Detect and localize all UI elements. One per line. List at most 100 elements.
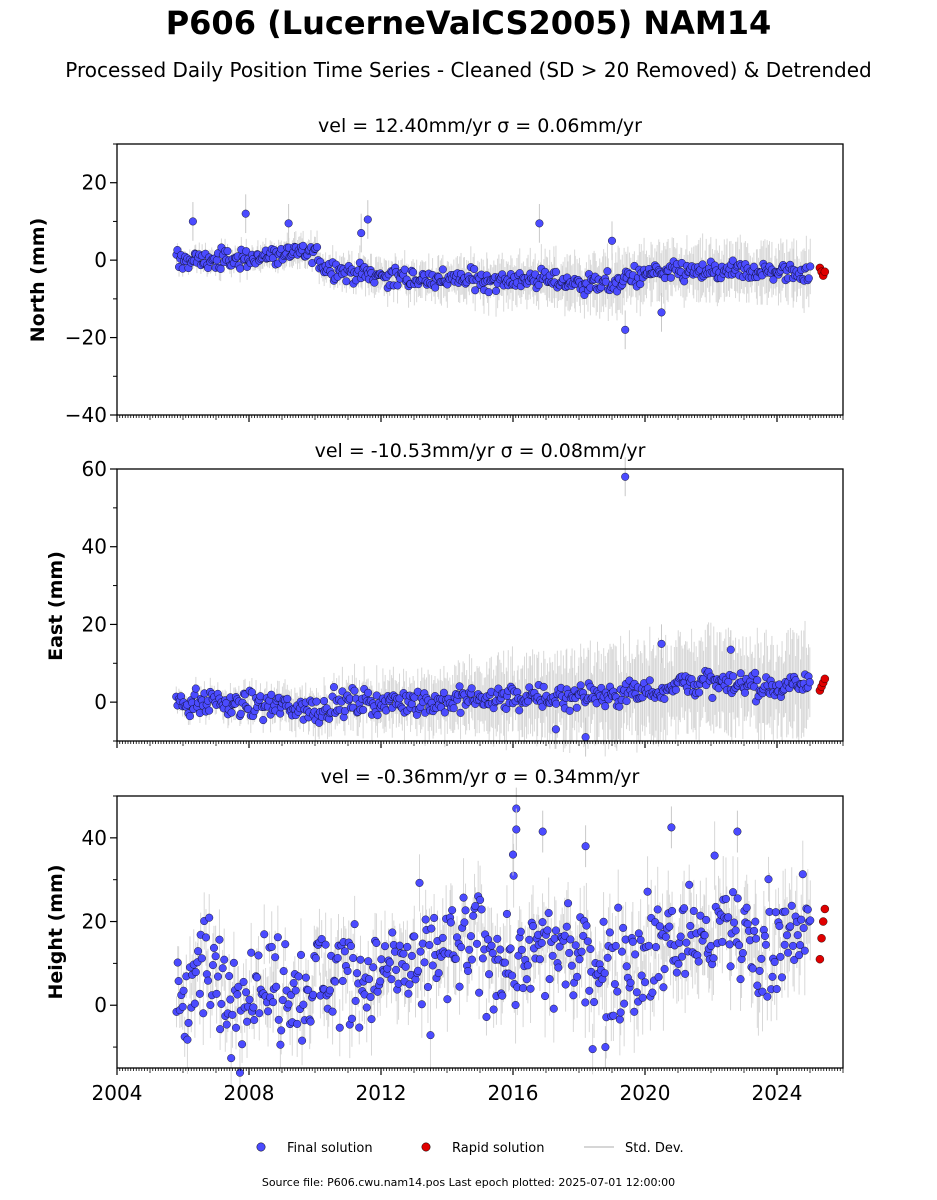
final-point <box>493 934 502 943</box>
final-point <box>753 676 762 685</box>
final-point <box>804 274 813 283</box>
final-point <box>205 706 214 715</box>
final-point <box>769 275 778 284</box>
x-tick-label: 2016 <box>488 1081 539 1105</box>
final-point <box>543 926 552 935</box>
final-point <box>784 948 793 957</box>
final-point <box>423 982 432 991</box>
final-point <box>651 943 660 952</box>
final-point <box>551 267 560 276</box>
final-point <box>512 825 521 834</box>
final-point <box>680 904 689 913</box>
final-point <box>667 823 676 832</box>
final-point <box>312 697 321 706</box>
final-point <box>757 954 766 963</box>
final-point <box>538 918 547 927</box>
final-point <box>178 1002 187 1011</box>
final-point <box>529 922 538 931</box>
final-point <box>223 247 232 256</box>
final-point <box>243 1017 252 1026</box>
final-point <box>517 945 526 954</box>
final-point <box>661 932 670 941</box>
final-point <box>328 1007 337 1016</box>
final-point <box>254 951 263 960</box>
final-point <box>780 940 789 949</box>
final-point <box>643 887 652 896</box>
final-point <box>236 264 245 273</box>
final-point <box>752 934 761 943</box>
final-point <box>407 951 416 960</box>
final-point <box>755 966 764 975</box>
final-point <box>252 973 261 982</box>
final-point <box>549 1004 558 1013</box>
x-tick-label: 2008 <box>224 1081 275 1105</box>
final-point <box>538 827 547 836</box>
final-point <box>751 668 760 677</box>
final-point <box>235 1068 244 1077</box>
y-tick-label: 0 <box>94 993 107 1017</box>
final-point <box>796 941 805 950</box>
final-point <box>255 1009 264 1018</box>
rapid-point <box>820 674 830 684</box>
final-point <box>399 949 408 958</box>
final-point <box>695 688 704 697</box>
rapid-point <box>817 934 826 943</box>
final-point <box>798 870 807 879</box>
final-point <box>733 827 742 836</box>
final-point <box>353 969 362 978</box>
y-tick-label: −20 <box>65 326 107 350</box>
final-point <box>250 1015 259 1024</box>
final-points-east <box>172 457 814 757</box>
final-point <box>500 958 509 967</box>
final-point <box>700 931 709 940</box>
legend: Final solution Rapid solution Std. Dev. <box>256 1141 684 1156</box>
final-point <box>615 1015 624 1024</box>
final-point <box>576 681 585 690</box>
final-point <box>467 955 476 964</box>
final-point <box>425 941 434 950</box>
final-point <box>671 685 680 694</box>
rapid-point <box>819 917 828 926</box>
final-point <box>718 937 727 946</box>
final-point <box>616 1008 625 1017</box>
final-point <box>555 942 564 951</box>
final-point <box>226 995 235 1004</box>
final-point <box>242 988 251 997</box>
final-point <box>455 982 464 991</box>
final-point <box>174 977 183 986</box>
final-point <box>294 972 303 981</box>
final-point <box>313 243 322 252</box>
final-point <box>440 708 449 717</box>
final-point <box>281 940 290 949</box>
final-point <box>672 968 681 977</box>
final-point <box>522 975 531 984</box>
final-point <box>613 987 622 996</box>
final-point <box>418 939 427 948</box>
final-point <box>748 964 757 973</box>
final-point <box>665 922 674 931</box>
final-point <box>232 1023 241 1032</box>
plot-area-east: 0 20 40 60 <box>82 457 844 757</box>
final-point <box>227 1054 236 1063</box>
final-point <box>428 961 437 970</box>
final-point <box>548 951 557 960</box>
final-point <box>686 921 695 930</box>
final-point <box>220 955 229 964</box>
final-point <box>708 693 717 702</box>
final-point <box>403 942 412 951</box>
final-point <box>359 705 368 714</box>
final-point <box>284 219 293 228</box>
final-point <box>565 706 574 715</box>
final-point <box>478 954 487 963</box>
final-point <box>409 268 418 277</box>
final-point <box>317 935 326 944</box>
final-point <box>241 209 250 218</box>
final-point <box>509 850 518 859</box>
figure-subtitle: Processed Daily Position Time Series - C… <box>65 58 872 82</box>
rapid-point <box>815 955 825 964</box>
final-point <box>551 725 560 734</box>
final-point <box>806 916 815 925</box>
final-point <box>617 947 626 956</box>
x-tick-label: 2012 <box>356 1081 407 1105</box>
